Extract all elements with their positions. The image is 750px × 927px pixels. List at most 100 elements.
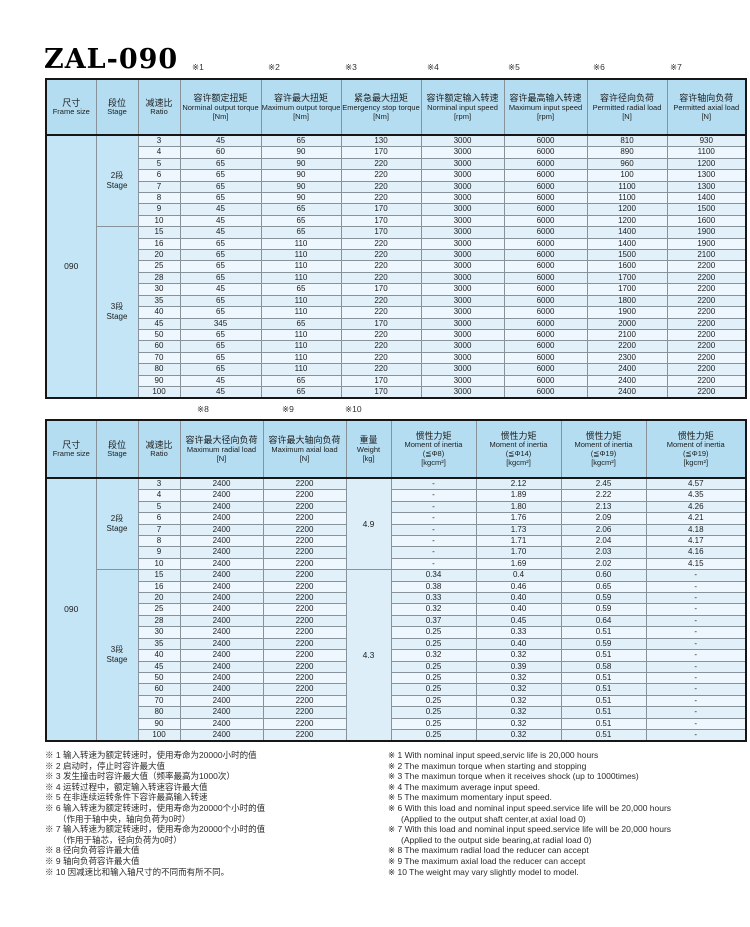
- header-text: [Nm]: [373, 112, 389, 121]
- table-row: 7 65 90 220 3000 6000 1100 1300: [46, 180, 747, 194]
- ratio-cell: 7: [137, 523, 181, 537]
- footnote-line: ※ 4 The maximum average input speed.: [388, 781, 541, 792]
- ratio-cell: 20: [137, 249, 181, 262]
- value-cell: 6000: [503, 283, 588, 296]
- value-cell: 2.12: [475, 477, 562, 491]
- table-row: 30 2400 2200 0.25 0.33 0.51-: [46, 626, 747, 639]
- table-row: 70 2400 2200 0.25 0.32 0.51-: [46, 694, 747, 708]
- value-cell: 2400: [179, 694, 264, 708]
- value-cell: 6000: [503, 317, 588, 330]
- ref-mark: ※8: [197, 404, 209, 414]
- header-text: Norminal output torque: [182, 102, 259, 112]
- footnote-line: ※ 2 The maximun torque when starting and…: [388, 760, 587, 771]
- header-text: Norminal input speed: [427, 102, 498, 112]
- value-cell: -: [645, 717, 747, 730]
- ratio-cell: 15: [137, 226, 181, 239]
- column-header: 尺寸 Frame size: [45, 78, 97, 136]
- value-cell: -: [390, 489, 477, 502]
- table-row: 45 345 65 170 3000 6000 2000 2200: [46, 317, 747, 330]
- value-cell: 810: [586, 134, 668, 148]
- table-row: 3段 Stage 15 2400 2200 4.3 0.34 0.4 0.60-: [46, 569, 747, 742]
- value-cell: 65: [179, 328, 262, 342]
- header-text: Ratio: [150, 107, 168, 116]
- stage-cell: 3段 Stage: [95, 569, 139, 742]
- table-row: 25 65 110 220 3000 6000 1600 2200: [46, 260, 747, 273]
- footnotes-chinese: ※ 1 输入转速为额定转速时，使用寿命为20000小时的值 ※ 2 启动时，停止时…: [45, 750, 380, 877]
- weight-cell: 4.3: [345, 569, 392, 742]
- value-cell: -: [645, 626, 747, 639]
- value-cell: 45: [179, 134, 262, 148]
- value-cell: 0.25: [390, 660, 477, 673]
- value-cell: 6000: [503, 328, 588, 342]
- value-cell: 1200: [586, 203, 668, 216]
- header-text: Frame size: [52, 107, 90, 116]
- value-cell: 2400: [179, 603, 264, 616]
- stage-cell: 2段 Stage: [95, 477, 139, 571]
- ref-mark: ※3: [345, 62, 357, 72]
- value-cell: 1.89: [475, 489, 562, 502]
- value-cell: 0.51: [560, 626, 647, 639]
- value-cell: 0.45: [475, 614, 562, 628]
- value-cell: 220: [340, 294, 422, 308]
- footnote-line: ※ 4 运转过程中，额定输入转速容许最大值: [45, 781, 208, 792]
- value-cell: 2400: [179, 614, 264, 628]
- value-cell: 2200: [666, 271, 747, 285]
- value-cell: 110: [260, 249, 342, 262]
- header-text: 减速比: [145, 439, 173, 450]
- stage-cell: 2段 Stage: [95, 134, 139, 228]
- table-row: 100 45 65 170 3000 6000 2400 2200: [46, 385, 747, 399]
- value-cell: 45: [179, 214, 262, 228]
- table-row: 50 2400 2200 0.25 0.32 0.51-: [46, 671, 747, 685]
- table-row: 8 2400 2200 -1.71 2.04 4.17: [46, 535, 747, 548]
- header-text: Permitted radial load: [592, 102, 662, 112]
- column-header: 容许额定扭矩 Norminal output torque [Nm]: [179, 78, 262, 136]
- column-header: 容许额定输入转速 Norminal input speed [rpm]: [420, 78, 505, 136]
- value-cell: 0.32: [475, 728, 562, 742]
- header-text: 容许最高输入转速: [509, 93, 582, 103]
- footnote-line: （作用于轴中央，轴向负荷为0时）: [58, 813, 191, 824]
- footnote-line: ※ 7 输入转速为额定转速时，使用寿命为20000个小时的值: [45, 824, 266, 835]
- value-cell: -: [645, 637, 747, 651]
- value-cell: 0.25: [390, 728, 477, 742]
- value-cell: 65: [179, 294, 262, 308]
- value-cell: 0.25: [390, 717, 477, 730]
- stage-label-en: Stage: [106, 655, 128, 665]
- value-cell: 0.51: [560, 706, 647, 719]
- value-cell: -: [390, 500, 477, 514]
- header-text: 容许最大轴向负荷: [268, 435, 341, 445]
- value-cell: 2400: [586, 385, 668, 399]
- value-cell: 2400: [179, 546, 264, 559]
- value-cell: 6000: [503, 169, 588, 182]
- column-header: 惯性力矩 Moment of inertia (≦Φ19) [kgcm²]: [645, 419, 747, 479]
- value-cell: 60: [179, 146, 262, 159]
- table-row: 80 2400 2200 0.25 0.32 0.51-: [46, 706, 747, 719]
- column-header: 容许最大轴向负荷 Maximum axial load [N]: [262, 419, 347, 479]
- value-cell: 3000: [420, 283, 505, 296]
- value-cell: 4.16: [645, 546, 747, 559]
- value-cell: -: [645, 694, 747, 708]
- value-cell: 1100: [666, 146, 747, 159]
- value-cell: 170: [340, 283, 422, 296]
- value-cell: 2200: [262, 683, 347, 696]
- value-cell: 65: [260, 134, 342, 148]
- table-row: 5 2400 2200 -1.80 2.13 4.26: [46, 500, 747, 514]
- value-cell: 170: [340, 317, 422, 330]
- value-cell: 6000: [503, 271, 588, 285]
- footnote-line: ※ 2 启动时，停止时容许最大值: [45, 760, 165, 771]
- ratio-cell: 6: [137, 169, 181, 182]
- table-row: 35 65 110 220 3000 6000 1800 2200: [46, 294, 747, 308]
- table-row: 10 2400 2200 -1.69 2.02 4.15: [46, 557, 747, 571]
- ratio-cell: 9: [137, 546, 181, 559]
- ratio-cell: 70: [137, 351, 181, 365]
- value-cell: 1500: [666, 203, 747, 216]
- value-cell: 0.39: [475, 660, 562, 673]
- ratio-cell: 45: [137, 317, 181, 330]
- footnote-line: ※ 9 The maximum axial load the reducer c…: [388, 855, 586, 866]
- table-row: 50 65 110 220 3000 6000 2100 2200: [46, 328, 747, 342]
- value-cell: 4.17: [645, 535, 747, 548]
- header-text: [kgcm²]: [421, 458, 446, 468]
- value-cell: 3000: [420, 317, 505, 330]
- table-row: 28 2400 2200 0.37 0.45 0.64-: [46, 614, 747, 628]
- footnote-line: ※ 1 输入转速为额定转速时，使用寿命为20000小时的值: [45, 750, 257, 760]
- value-cell: 65: [260, 317, 342, 330]
